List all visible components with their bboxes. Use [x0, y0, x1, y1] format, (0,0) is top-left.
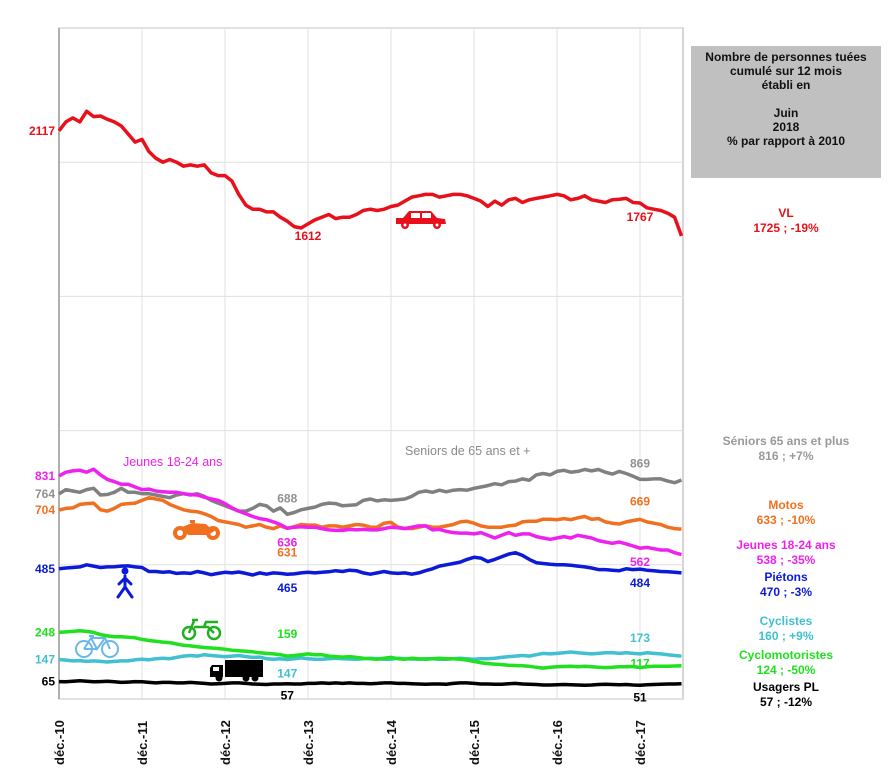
x-tick-label: déc.-11: [135, 721, 150, 765]
car-icon: [396, 211, 446, 229]
legend-vl: VL 1725 ; -19%: [691, 206, 881, 236]
bicycle-icon: [75, 634, 119, 658]
moped-icon: [181, 618, 222, 641]
legend-cyclomotoristes-name: Cyclomotoristes: [738, 648, 834, 662]
legend-usagers-pl-name: Usagers PL: [752, 680, 820, 694]
data-label: 2117: [29, 124, 55, 138]
data-label: 57: [281, 689, 295, 703]
legend-cyclistes: Cyclistes 160 ; +9%: [691, 614, 881, 644]
info-line-1: Nombre de personnes tuées: [705, 50, 867, 64]
legend-jeunes-value: 538 ; -35%: [756, 553, 816, 567]
info-line-2: cumulé sur 12 mois: [729, 64, 843, 78]
legend-motos-value: 633 ; -10%: [756, 513, 816, 527]
data-label: 147: [35, 653, 55, 667]
grid: [58, 27, 684, 700]
inline-series-label: Seniors de 65 ans et +: [405, 444, 530, 458]
data-label: 117: [630, 657, 650, 671]
data-labels: 2117 1612 1767 764 688 869 Seniors de 65 ans e…: [29, 124, 654, 705]
data-label: 465: [277, 581, 297, 595]
legend-motos-name: Motos: [768, 498, 804, 512]
data-label: 51: [633, 690, 647, 704]
legend-seniors-value: 816 ; +7%: [758, 449, 814, 463]
series-line-6: [58, 629, 682, 670]
legend-cyclomotoristes-value: 124 ; -50%: [756, 663, 816, 677]
data-label: 147: [277, 667, 297, 681]
data-label: 159: [277, 627, 297, 641]
data-label: 173: [630, 631, 650, 645]
pedestrian-icon: [116, 567, 134, 599]
legend-cyclistes-name: Cyclistes: [759, 614, 813, 628]
series-line-2: [58, 495, 682, 531]
series-icons: [75, 211, 446, 682]
legend-pietons-value: 470 ; -3%: [759, 585, 813, 599]
legend-usagers-pl-value: 57 ; -12%: [759, 695, 813, 709]
info-line-5: 2018: [772, 120, 800, 134]
info-line-6: % par rapport à 2010: [726, 134, 846, 148]
legend-vl-name: VL: [778, 206, 794, 220]
data-label: 248: [35, 625, 55, 639]
data-label: 831: [35, 469, 55, 483]
x-tick-label: déc.-10: [52, 720, 67, 765]
legend-jeunes-name: Jeunes 18-24 ans: [736, 538, 836, 552]
legend-usagers-pl: Usagers PL 57 ; -12%: [691, 680, 881, 710]
x-tick-label: déc.-12: [218, 720, 233, 765]
legend-vl-value: 1725 ; -19%: [753, 221, 819, 235]
data-label: 764: [35, 487, 55, 501]
x-tick-label: déc.-13: [301, 720, 316, 765]
x-tick-label: déc.-17: [633, 720, 648, 765]
legend-pietons: Piétons 470 ; -3%: [691, 570, 881, 600]
data-label: 688: [277, 491, 297, 505]
x-axis-ticks: déc.-10 déc.-11 déc.-12 déc.-13 déc.-14 déc.-…: [52, 719, 648, 765]
plot-frame: [58, 27, 684, 700]
legend-seniors-name: Séniors 65 ans et plus: [722, 434, 850, 448]
x-tick-label: déc.-14: [384, 719, 399, 765]
data-label: 562: [630, 555, 650, 569]
series-line-7: [58, 678, 682, 688]
legend-motos: Motos 633 ; -10%: [691, 498, 881, 528]
series-lines: [57, 109, 684, 688]
data-label: 631: [277, 545, 297, 559]
data-label: 484: [630, 576, 650, 590]
inline-series-label: Jeunes 18-24 ans: [123, 455, 222, 469]
legend-seniors: Séniors 65 ans et plus 816 ; +7%: [691, 434, 881, 464]
data-label: 869: [630, 456, 650, 470]
series-line-1: [58, 467, 683, 517]
data-label: 1767: [627, 210, 654, 224]
legend-jeunes: Jeunes 18-24 ans 538 ; -35%: [691, 538, 881, 568]
series-line-3: [58, 467, 682, 557]
legend-pietons-name: Piétons: [764, 570, 808, 584]
data-label: 636: [277, 535, 297, 549]
legend-cyclomotoristes: Cyclomotoristes 124 ; -50%: [691, 648, 881, 678]
series-line-4: [58, 550, 682, 577]
data-label: 669: [630, 494, 650, 508]
data-label: 485: [35, 562, 55, 576]
info-line-4: Juin: [773, 106, 799, 120]
motorcycle-icon: [173, 520, 220, 540]
series-line-0: [57, 109, 684, 237]
x-tick-label: déc.-16: [550, 720, 565, 765]
legend-cyclistes-value: 160 ; +9%: [758, 629, 814, 643]
x-tick-label: déc.-15: [467, 720, 482, 765]
info-box: Nombre de personnes tuées cumulé sur 12 …: [691, 46, 881, 178]
data-label: 704: [35, 503, 55, 517]
info-line-3: établi en: [761, 78, 811, 92]
truck-icon: [210, 660, 263, 682]
data-label: 65: [42, 675, 56, 689]
data-label: 1612: [295, 229, 322, 243]
